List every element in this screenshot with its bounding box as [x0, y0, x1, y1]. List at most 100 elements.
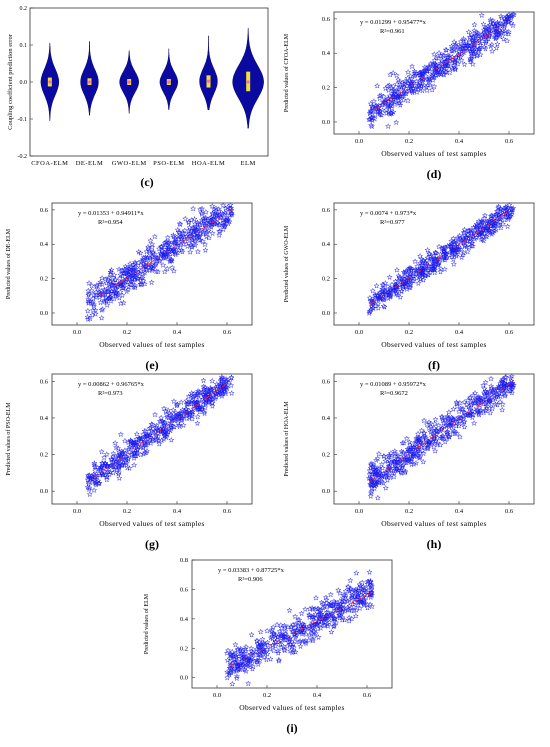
fit-point	[156, 432, 158, 434]
panel-label: (g)	[145, 537, 159, 551]
fit-point	[213, 220, 215, 222]
fit-point	[135, 271, 138, 273]
fit-point	[482, 37, 485, 39]
scatter-points	[366, 201, 517, 316]
fit-point	[418, 270, 420, 273]
fit-point	[441, 429, 443, 432]
fit-point	[219, 216, 221, 218]
scatter-points	[223, 569, 376, 687]
fit-point	[441, 64, 443, 67]
fit-point	[150, 261, 152, 264]
fit-point	[488, 33, 490, 35]
fit-point	[424, 442, 426, 444]
fit-point	[372, 301, 375, 303]
violin-median-marker	[206, 79, 211, 83]
fit-point	[442, 254, 444, 257]
panel-c-x-tick-label: ELM	[241, 160, 256, 167]
fit-point	[457, 244, 460, 246]
fit-point	[501, 388, 503, 390]
x-tick-label: 0.2	[405, 138, 413, 145]
fit-point	[498, 217, 501, 219]
fit-point	[371, 302, 373, 304]
fit-point	[484, 36, 486, 38]
fit-point	[237, 661, 239, 663]
panel-label: (d)	[427, 167, 442, 181]
fit-point	[429, 438, 432, 440]
fit-point	[367, 593, 370, 596]
x-axis-label: Observed values of test samples	[381, 519, 487, 528]
panel-c-plot-frame	[29, 7, 269, 157]
fit-point	[203, 398, 206, 400]
regression-equation: y = 0.0074 + 0.973*x	[360, 210, 417, 217]
x-axis-label: Observed values of test samples	[381, 340, 487, 349]
y-tick-label: 0.8	[180, 557, 188, 564]
fit-point	[411, 84, 413, 86]
y-axis-label: Predicted values of GWO-ELM	[283, 225, 290, 302]
fit-point	[444, 62, 447, 64]
fit-point	[212, 392, 214, 394]
fit-point	[106, 467, 108, 470]
fit-point	[508, 20, 510, 22]
panel-c-x-ticks: CFOA-ELM DE-ELM GWO-ELM PSO-ELM HOA-ELM ELM	[31, 160, 256, 167]
fit-point	[424, 266, 426, 269]
violin-median-marker	[87, 80, 92, 84]
fit-point	[146, 264, 148, 266]
regression-equation: y = 0.01299 + 0.95477*x	[360, 19, 427, 26]
fit-point	[406, 454, 408, 457]
y-tick-label: 0.6	[322, 378, 331, 385]
fit-point	[471, 45, 473, 47]
fit-point	[228, 665, 231, 667]
fit-point	[167, 250, 169, 252]
y-tick-label: 0.2	[322, 452, 330, 459]
fit-point	[278, 640, 280, 642]
fit-point	[459, 417, 461, 420]
y-axis-label: Predicted values of DE-ELM	[5, 228, 12, 299]
fit-point	[384, 293, 387, 295]
fit-point	[439, 256, 442, 258]
fit-point	[116, 284, 118, 286]
fit-point	[210, 393, 212, 396]
r-squared-value: R²=0.906	[238, 576, 263, 583]
fit-point	[355, 600, 357, 602]
fit-point	[308, 624, 310, 626]
panel-c-label: (c)	[140, 175, 153, 189]
y-tick-label: 0.2	[322, 85, 330, 92]
panel-label: (f)	[428, 358, 440, 372]
fit-point	[485, 35, 488, 37]
fit-point	[119, 282, 121, 284]
fit-point	[496, 28, 498, 30]
fit-point	[138, 444, 140, 447]
panel-label: (i)	[286, 721, 297, 735]
y-tick-label: 0.6	[40, 207, 49, 214]
fit-point	[478, 230, 480, 233]
fit-point	[417, 446, 420, 448]
y-tick-label: 0.0	[40, 488, 48, 495]
fit-point	[457, 53, 460, 56]
fit-point	[189, 236, 191, 238]
fit-point	[480, 229, 482, 231]
fit-point	[400, 458, 403, 460]
regression-equation: y = 0.03383 + 0.87725*x	[218, 567, 285, 574]
x-axis-label: Observed values of test samples	[99, 519, 205, 528]
plot-frame	[51, 202, 253, 326]
fit-point	[435, 68, 438, 70]
fit-point	[260, 649, 262, 651]
y-tick-label: 0.0	[40, 310, 48, 317]
fit-point	[118, 459, 120, 461]
fit-point	[415, 448, 417, 450]
panel-i-scatter-chart: 0.0 0.2 0.4 0.6 0.0 0.2 0.4 0.6 0.8 y = 0.03383 +…	[143, 557, 393, 735]
fit-point	[390, 98, 392, 100]
regression-equation: y = 0.01353 + 0.94911*x	[78, 210, 144, 217]
fit-point	[370, 592, 372, 594]
fit-point	[383, 102, 386, 104]
fit-point	[212, 221, 214, 223]
fit-point	[179, 242, 181, 245]
violin-median-marker	[246, 80, 250, 84]
y-tick-label: 0.6	[322, 16, 331, 23]
fit-point	[499, 389, 502, 391]
y-tick-label: 0.0	[322, 488, 330, 495]
y-axis-label: Predicted values of CFOA-ELM	[283, 33, 290, 112]
fit-point	[219, 387, 222, 389]
fit-point	[184, 239, 186, 241]
panel-c-x-tick-label: CFOA-ELM	[31, 160, 68, 167]
